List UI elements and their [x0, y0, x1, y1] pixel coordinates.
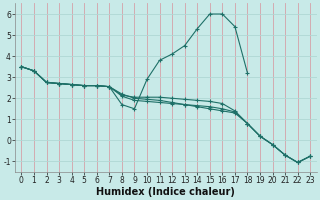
X-axis label: Humidex (Indice chaleur): Humidex (Indice chaleur) — [96, 187, 235, 197]
